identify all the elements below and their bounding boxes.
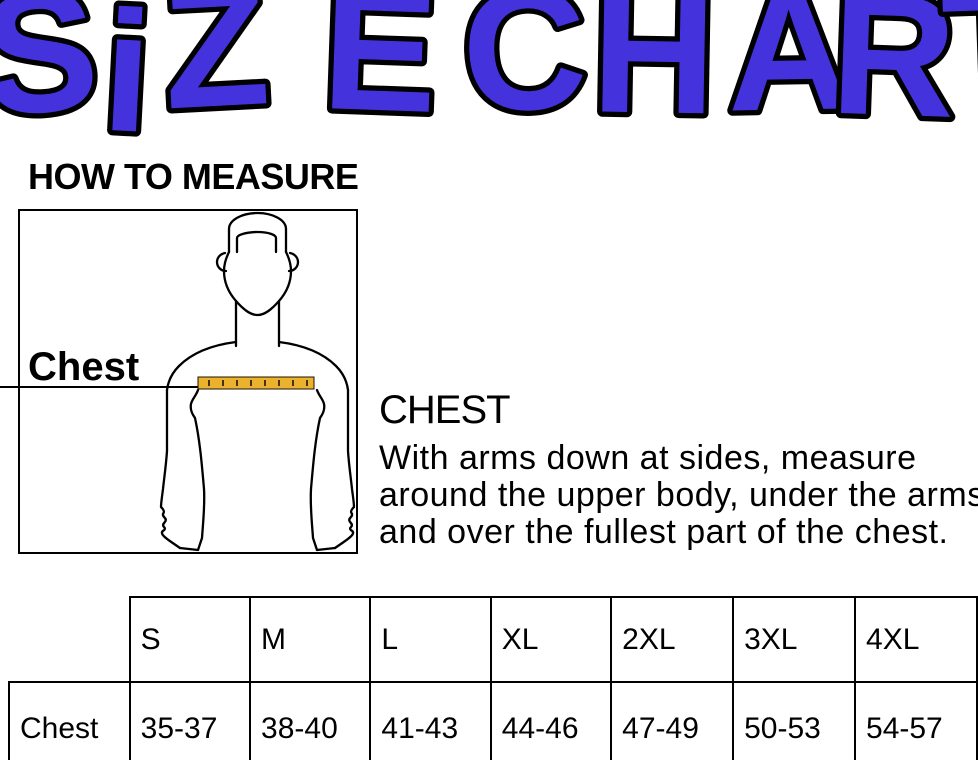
svg-text:Z: Z (158, 0, 273, 142)
svg-text:i: i (98, 0, 156, 142)
svg-text:H: H (590, 0, 718, 142)
svg-text:C: C (459, 0, 590, 142)
svg-text:T: T (939, 0, 978, 142)
svg-text:S: S (0, 0, 104, 142)
svg-text:R: R (828, 0, 959, 142)
svg-text:E: E (319, 0, 440, 142)
